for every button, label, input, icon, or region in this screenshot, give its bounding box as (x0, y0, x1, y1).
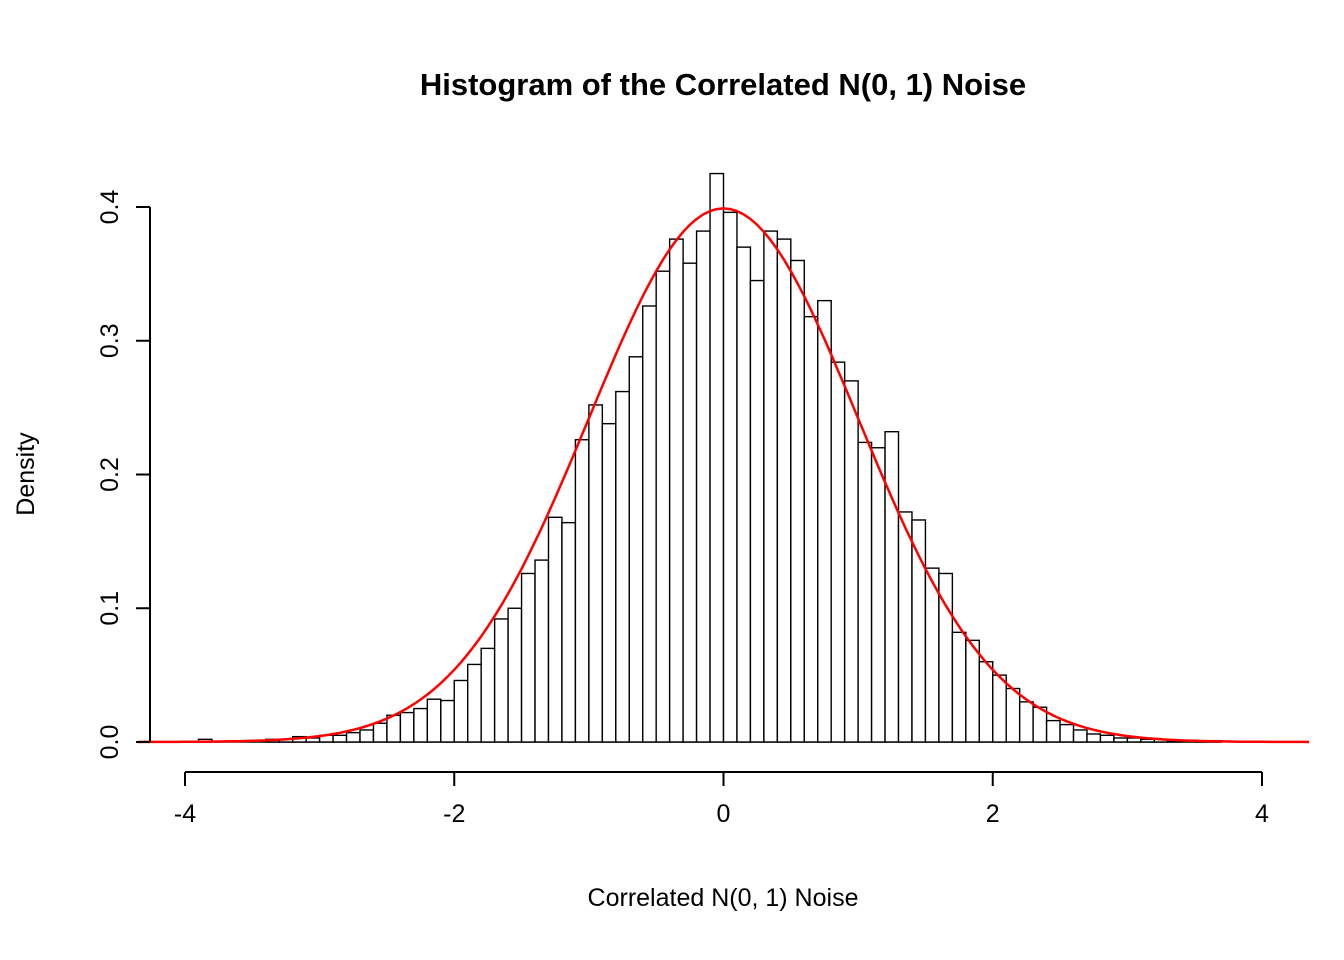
histogram-bar (440, 699, 455, 743)
histogram-bar (655, 270, 671, 743)
histogram-bar (493, 618, 509, 743)
x-tick-label: 4 (1255, 800, 1269, 828)
y-tick-label: 0.3 (96, 323, 124, 358)
histogram-bar (790, 259, 805, 743)
x-tick-label: 2 (986, 800, 1000, 828)
y-tick-label: 0.1 (96, 591, 124, 626)
histogram-bar (763, 230, 779, 743)
histogram-bar (628, 356, 644, 743)
histogram-bar (601, 422, 617, 743)
y-tick-label: 0.4 (96, 190, 124, 225)
histogram-bar (1005, 687, 1021, 743)
histogram-bar (924, 567, 940, 743)
histogram-bar (857, 441, 873, 743)
histogram-bars (197, 172, 1223, 743)
histogram-bar (453, 679, 469, 743)
histogram-bar (386, 714, 402, 743)
histogram-bar (884, 431, 900, 743)
histogram-bar (1113, 737, 1129, 743)
x-tick-label: -4 (174, 800, 196, 828)
x-tick-label: 0 (717, 800, 731, 828)
histogram-bar (399, 711, 415, 743)
histogram-bar (978, 661, 994, 743)
histogram-bar (1059, 723, 1075, 743)
histogram-bar (1072, 729, 1088, 743)
normal-density-curve (137, 207, 1310, 744)
histogram-bar (615, 390, 630, 743)
histogram-bar (776, 238, 792, 743)
histogram-bar (1086, 733, 1102, 743)
histogram-bar (642, 305, 657, 743)
histogram-bar (951, 631, 967, 743)
x-axis-label: Correlated N(0, 1) Noise (588, 884, 859, 912)
y-axis: 0.0 0.1 0.2 0.3 0.4 (96, 190, 151, 760)
histogram-bar (480, 647, 496, 743)
histogram-bar (736, 246, 752, 743)
histogram-bar (372, 722, 388, 743)
histogram-bar (520, 572, 536, 743)
histogram-bar (1045, 719, 1061, 743)
histogram-bar (1018, 701, 1034, 743)
histogram-bar (359, 729, 375, 743)
histogram-bar (345, 731, 361, 743)
histogram-bar (722, 211, 738, 743)
histogram-bar (992, 674, 1007, 743)
y-tick-label: 0.2 (96, 457, 124, 492)
x-tick-label: -2 (443, 800, 465, 828)
histogram-bar (1032, 706, 1048, 743)
chart-title: Histogram of the Correlated N(0, 1) Nois… (420, 67, 1026, 102)
histogram-bar (332, 734, 348, 743)
histogram-bar (426, 698, 442, 743)
histogram-bar (547, 516, 563, 743)
histogram-bar (817, 299, 832, 743)
histogram-bar (709, 172, 725, 743)
histogram-bar (561, 521, 577, 743)
histogram-bar (534, 559, 550, 743)
histogram-bar (668, 238, 684, 743)
x-axis: -4 -2 0 2 4 (174, 771, 1269, 828)
histogram-bar (507, 607, 523, 743)
histogram-bar (467, 663, 482, 743)
y-axis-label: Density (12, 432, 40, 516)
histogram-bar (749, 279, 765, 743)
histogram-bar (843, 380, 859, 743)
histogram-bar (682, 262, 698, 743)
histogram-bar (413, 707, 429, 743)
histogram-bar (695, 230, 711, 743)
histogram-bar (870, 447, 886, 743)
histogram-bar (574, 439, 590, 743)
histogram-bar (965, 639, 980, 743)
y-tick-label: 0.0 (96, 725, 124, 760)
histogram-bar (1099, 734, 1115, 743)
histogram-bar (830, 361, 846, 743)
histogram-bar (803, 315, 819, 743)
histogram-bar (897, 511, 913, 743)
histogram-bar (588, 404, 604, 743)
